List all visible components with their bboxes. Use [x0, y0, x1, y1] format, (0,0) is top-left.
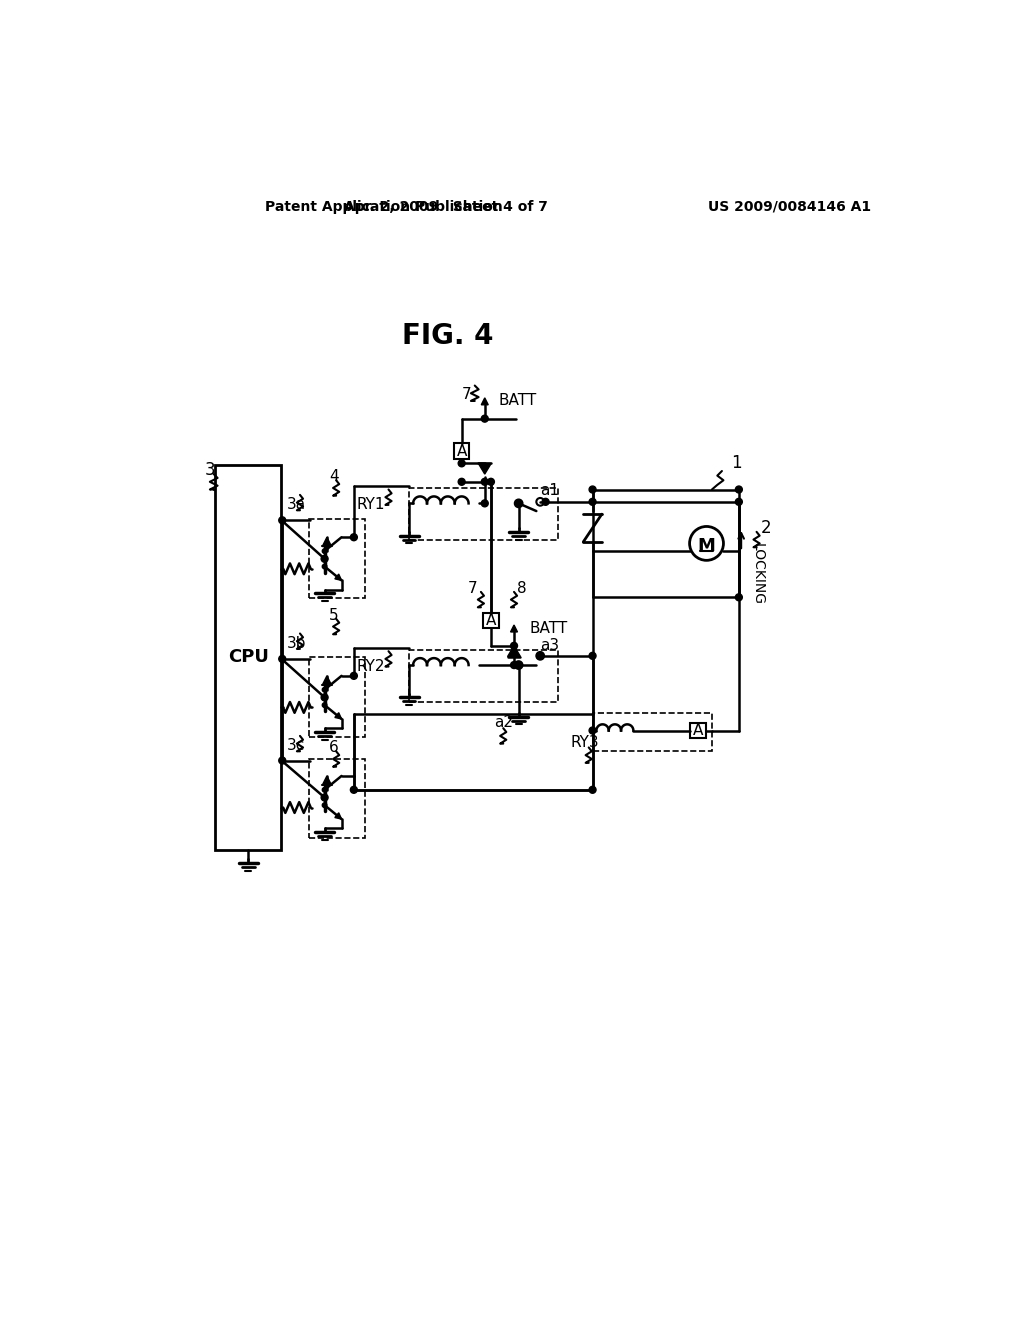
Circle shape	[735, 499, 742, 506]
Circle shape	[323, 564, 327, 569]
Circle shape	[589, 787, 596, 793]
Bar	[454, 444, 469, 459]
Circle shape	[323, 688, 327, 692]
Text: RY1: RY1	[356, 498, 385, 512]
Bar	[410, 649, 558, 702]
Circle shape	[481, 500, 488, 507]
Circle shape	[458, 459, 465, 467]
Circle shape	[515, 661, 522, 668]
Text: a3: a3	[541, 639, 559, 653]
Text: A: A	[485, 612, 496, 628]
Text: 3: 3	[205, 461, 215, 479]
Text: 6: 6	[329, 741, 339, 755]
Text: Apr. 2, 2009   Sheet 4 of 7: Apr. 2, 2009 Sheet 4 of 7	[344, 199, 548, 214]
Circle shape	[589, 727, 596, 734]
Text: A: A	[457, 444, 467, 458]
Text: a1: a1	[541, 483, 559, 498]
Circle shape	[279, 656, 286, 663]
Text: LOCKING: LOCKING	[752, 544, 765, 605]
Bar	[215, 465, 282, 850]
Circle shape	[350, 672, 357, 680]
Bar	[690, 723, 706, 738]
Text: CPU: CPU	[228, 648, 269, 667]
Circle shape	[322, 556, 328, 562]
Circle shape	[323, 788, 327, 792]
Text: 7: 7	[461, 387, 471, 403]
Polygon shape	[481, 397, 488, 405]
Circle shape	[323, 702, 327, 708]
Text: 5: 5	[329, 607, 339, 623]
Circle shape	[515, 500, 522, 507]
Circle shape	[735, 486, 742, 492]
Circle shape	[511, 661, 517, 668]
Bar	[410, 488, 558, 540]
Polygon shape	[508, 645, 520, 656]
Circle shape	[589, 486, 596, 492]
Text: RY2: RY2	[356, 659, 385, 675]
Text: 1: 1	[731, 454, 741, 471]
Text: 4: 4	[329, 469, 339, 484]
Circle shape	[511, 643, 517, 649]
Bar	[309, 759, 365, 838]
Text: 8: 8	[517, 581, 526, 595]
Circle shape	[735, 594, 742, 601]
Bar	[483, 612, 499, 628]
Text: 7: 7	[467, 581, 477, 595]
Circle shape	[589, 499, 596, 506]
Text: 3c: 3c	[287, 738, 305, 754]
Bar	[309, 657, 365, 737]
Bar	[309, 519, 365, 598]
Circle shape	[323, 803, 327, 808]
Circle shape	[481, 478, 488, 486]
Polygon shape	[335, 813, 342, 818]
Polygon shape	[335, 713, 342, 719]
Circle shape	[350, 787, 357, 793]
Circle shape	[322, 694, 328, 701]
Text: 3a: 3a	[287, 498, 306, 512]
Text: M: M	[697, 537, 716, 554]
Polygon shape	[478, 463, 492, 474]
Text: 2: 2	[761, 519, 771, 537]
Polygon shape	[511, 626, 517, 632]
Polygon shape	[335, 574, 342, 581]
Text: Patent Application Publication: Patent Application Publication	[265, 199, 503, 214]
Bar	[593, 713, 712, 751]
Text: BATT: BATT	[529, 620, 567, 636]
Circle shape	[279, 517, 286, 524]
Text: a2: a2	[494, 715, 513, 730]
Text: US 2009/0084146 A1: US 2009/0084146 A1	[708, 199, 871, 214]
Text: RY3: RY3	[570, 734, 599, 750]
Polygon shape	[323, 676, 332, 685]
Circle shape	[350, 533, 357, 541]
Circle shape	[487, 478, 495, 486]
Text: FIG. 4: FIG. 4	[402, 322, 494, 350]
Circle shape	[589, 652, 596, 659]
Circle shape	[537, 652, 544, 659]
Text: BATT: BATT	[499, 393, 537, 408]
Circle shape	[322, 795, 328, 801]
Text: 3b: 3b	[287, 636, 306, 651]
Circle shape	[481, 416, 488, 422]
Text: A: A	[693, 723, 703, 738]
Circle shape	[542, 499, 549, 506]
Polygon shape	[323, 776, 332, 785]
Circle shape	[323, 549, 327, 553]
Circle shape	[458, 478, 465, 486]
Polygon shape	[323, 537, 332, 546]
Circle shape	[279, 758, 286, 764]
